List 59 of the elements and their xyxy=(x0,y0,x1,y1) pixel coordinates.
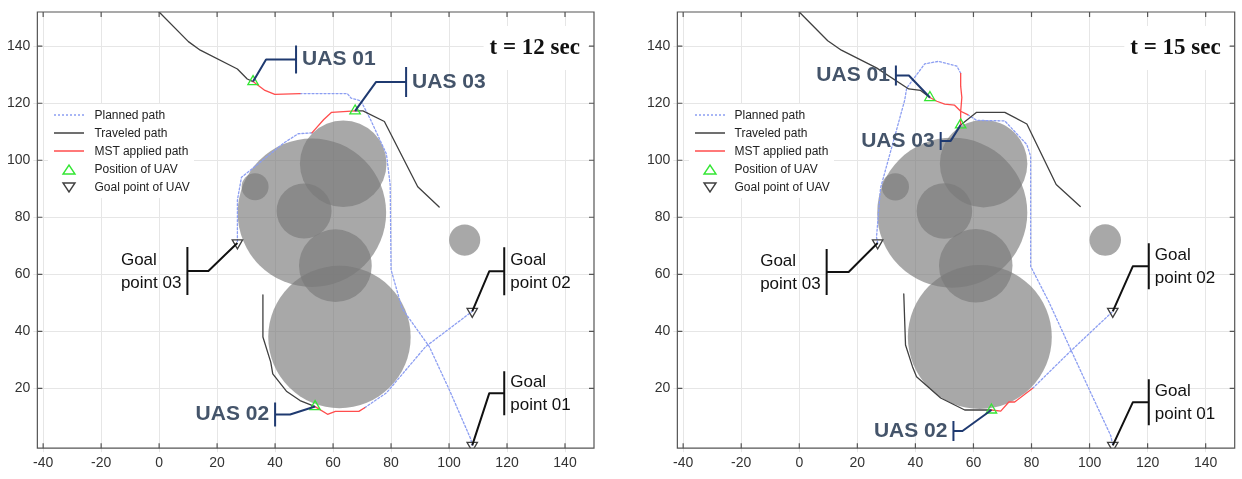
text: t = 12 sec xyxy=(489,33,580,59)
x-tick-label: 140 xyxy=(553,454,577,471)
annotation: UAS 03 xyxy=(412,68,486,92)
x-tick-label: 60 xyxy=(325,454,342,471)
legend-label: MST applied path xyxy=(734,143,829,158)
x-tick-label: 20 xyxy=(209,454,226,471)
x-tick-label: 0 xyxy=(795,454,804,471)
x-tick-label: -40 xyxy=(33,454,54,471)
x-tick-label: 120 xyxy=(1135,454,1160,471)
legend-label: Traveled path xyxy=(734,125,808,140)
annotation: UAS 02 xyxy=(873,417,948,441)
x-tick-label: -40 xyxy=(673,454,694,471)
annotation: UAS 01 xyxy=(302,46,376,70)
x-tick-label: 60 xyxy=(965,454,982,471)
x-tick-label: 40 xyxy=(907,454,924,471)
y-tick-label: 140 xyxy=(7,37,31,54)
legend-label: MST applied path xyxy=(94,143,189,158)
legend-label: Goal point of UAV xyxy=(734,179,830,194)
y-tick-label: 80 xyxy=(654,208,671,225)
annotation: UAS 03 xyxy=(861,127,935,151)
y-tick-label: 100 xyxy=(647,151,671,168)
y-tick-label: 100 xyxy=(7,151,31,168)
legend-label: Position of UAV xyxy=(734,161,818,176)
y-tick-label: 60 xyxy=(654,265,671,282)
x-tick-label: 100 xyxy=(437,454,461,471)
legend-label: Goal point of UAV xyxy=(94,179,190,194)
x-tick-label: 120 xyxy=(495,454,519,471)
x-tick-label: -20 xyxy=(731,454,752,471)
x-tick-label: 80 xyxy=(383,454,400,471)
y-tick-label: 120 xyxy=(647,94,671,111)
y-tick-label: 120 xyxy=(7,94,31,111)
x-tick-label: 100 xyxy=(1077,454,1102,471)
legend-label: Traveled path xyxy=(94,125,168,140)
y-tick-label: 20 xyxy=(14,379,31,396)
x-tick-label: -20 xyxy=(91,454,112,471)
y-tick-label: 40 xyxy=(654,322,671,339)
y-tick-label: 140 xyxy=(647,37,671,54)
y-tick-label: 60 xyxy=(14,265,31,282)
annotation: Goal point 03 xyxy=(760,250,821,293)
x-tick-label: 20 xyxy=(849,454,866,471)
point xyxy=(985,403,998,414)
x-tick-label: 80 xyxy=(1023,454,1040,471)
annotation: Goal point 03 xyxy=(120,249,182,292)
annotation: Goal point 01 xyxy=(510,372,571,415)
legend-label: Planned path xyxy=(94,107,166,122)
x-tick-label: 140 xyxy=(1193,454,1218,471)
y-tick-label: 20 xyxy=(654,379,671,396)
y-tick-label: 80 xyxy=(14,208,31,225)
annotation: Goal point 02 xyxy=(510,250,571,293)
annotation: UAS 02 xyxy=(195,401,270,425)
annotation: Goal point 01 xyxy=(1154,381,1216,424)
y-tick-label: 40 xyxy=(14,322,31,339)
legend-label: Position of UAV xyxy=(94,161,178,176)
x-tick-label: 40 xyxy=(267,454,284,471)
legend-label: Planned path xyxy=(734,107,806,122)
annotation: UAS 01 xyxy=(816,62,891,86)
x-tick-label: 0 xyxy=(155,454,164,471)
text: t = 15 sec xyxy=(1130,33,1221,59)
annotation: Goal point 02 xyxy=(1154,245,1216,288)
